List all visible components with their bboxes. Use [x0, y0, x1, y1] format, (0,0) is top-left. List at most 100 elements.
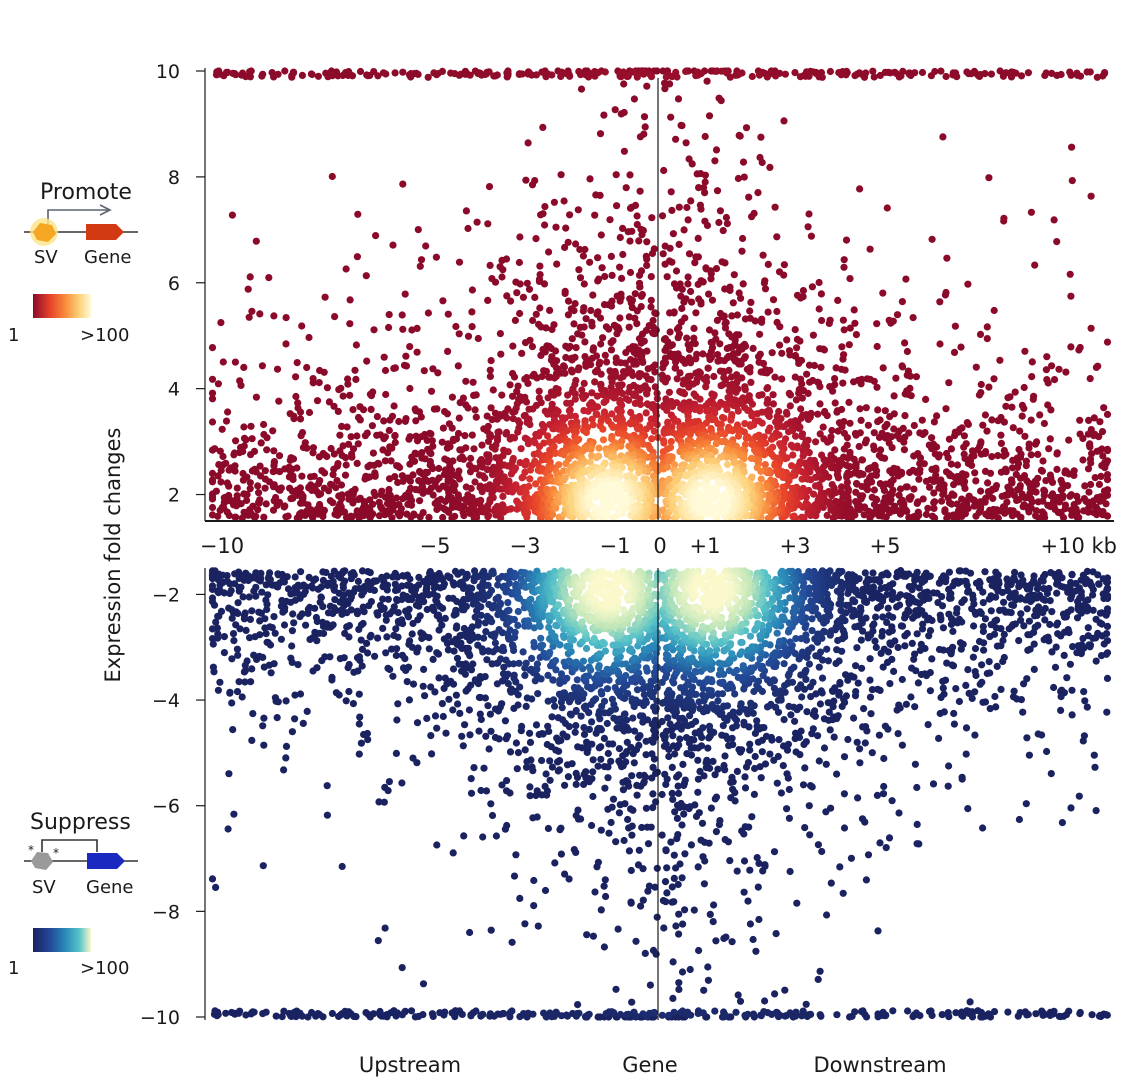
upregulated-point [764, 260, 772, 268]
upregulated-point [639, 440, 647, 448]
upregulated-point [282, 340, 290, 348]
upregulated-point [1057, 476, 1065, 484]
downregulated-point [288, 728, 296, 736]
upregulated-point [579, 307, 587, 315]
upregulated-point [607, 346, 616, 354]
upregulated-point [346, 296, 354, 304]
upregulated-point [666, 443, 675, 451]
upregulated-point [1037, 466, 1045, 474]
upregulated-point [595, 444, 603, 452]
downregulated-point [1085, 641, 1093, 649]
downregulated-point [264, 591, 272, 599]
upregulated-point [354, 210, 362, 218]
upregulated-point [1103, 338, 1112, 346]
upregulated-point [406, 477, 414, 485]
upregulated-point [721, 259, 729, 267]
upregulated-point [893, 432, 901, 440]
upregulated-point [623, 473, 632, 481]
upregulated-point [593, 392, 602, 400]
upregulated-point [635, 271, 644, 279]
upregulated-point [586, 493, 594, 501]
upregulated-point [552, 347, 560, 355]
upregulated-point [748, 440, 756, 449]
upregulated-point [608, 410, 616, 418]
upregulated-point [806, 378, 814, 386]
upregulated-point [708, 296, 717, 304]
downregulated-point [228, 699, 236, 707]
upregulated-point [863, 478, 871, 486]
upregulated-point [362, 272, 370, 280]
upregulated-point [933, 412, 941, 420]
upregulated-point [484, 220, 492, 228]
upregulated-point [796, 337, 804, 345]
upregulated-point [1065, 436, 1073, 444]
upregulated-point [839, 379, 847, 387]
upregulated-point [874, 418, 882, 426]
upregulated-point [812, 438, 820, 446]
downregulated-point [1024, 631, 1032, 639]
upregulated-point [712, 146, 721, 154]
upregulated-point [667, 437, 675, 446]
downregulated-point [277, 635, 285, 643]
upregulated-point [778, 450, 786, 458]
upregulated-point [1027, 451, 1035, 459]
downregulated-point [802, 1000, 810, 1008]
downregulated-point [1050, 683, 1058, 692]
upregulated-point [422, 242, 430, 250]
upregulated-point [1044, 401, 1052, 409]
upregulated-point [641, 501, 650, 509]
upregulated-point [640, 113, 649, 121]
upregulated-point [411, 457, 419, 465]
upregulated-point [886, 467, 894, 475]
upregulated-point [388, 514, 396, 522]
upregulated-point [561, 243, 569, 251]
upregulated-point [406, 384, 414, 393]
upregulated-point [682, 67, 690, 75]
upregulated-point [435, 464, 443, 473]
upregulated-point [1066, 492, 1074, 500]
upregulated-point [696, 395, 704, 403]
upregulated-point [951, 322, 960, 330]
upregulated-point [686, 430, 694, 438]
upregulated-point [776, 341, 784, 349]
upregulated-point [216, 447, 224, 455]
upregulated-point [281, 67, 289, 75]
upregulated-point [410, 511, 418, 519]
upregulated-point [634, 425, 642, 433]
upregulated-point [347, 433, 355, 441]
upregulated-point [208, 395, 217, 403]
upregulated-point [337, 503, 345, 511]
upregulated-point [552, 223, 560, 231]
upregulated-point [399, 325, 407, 333]
upregulated-point [303, 444, 311, 452]
upregulated-point [1012, 470, 1020, 478]
upregulated-point [1040, 419, 1048, 428]
upregulated-point [722, 453, 731, 461]
upregulated-point [626, 237, 634, 245]
upregulated-point [461, 432, 469, 440]
upregulated-point [434, 369, 442, 377]
upregulated-point [486, 372, 494, 380]
upregulated-point [905, 513, 913, 522]
upregulated-point [538, 68, 546, 76]
downregulated-point [214, 686, 222, 694]
upregulated-point [343, 423, 351, 431]
downregulated-point [299, 719, 307, 728]
upregulated-point [1103, 447, 1112, 455]
upregulated-point [651, 383, 659, 391]
upregulated-point [617, 110, 625, 118]
upregulated-point [454, 362, 462, 370]
upregulated-point [1039, 457, 1047, 465]
upregulated-point [680, 298, 688, 306]
upregulated-point [472, 413, 480, 421]
upregulated-point [1103, 410, 1112, 418]
upregulated-point [605, 325, 613, 333]
upregulated-point [668, 258, 676, 266]
upregulated-point [317, 490, 325, 498]
upregulated-point [416, 497, 424, 505]
upregulated-point [595, 360, 603, 368]
downregulated-point [216, 678, 224, 686]
downregulated-point [1068, 571, 1076, 579]
upregulated-point [529, 316, 537, 325]
upregulated-point [728, 312, 736, 320]
